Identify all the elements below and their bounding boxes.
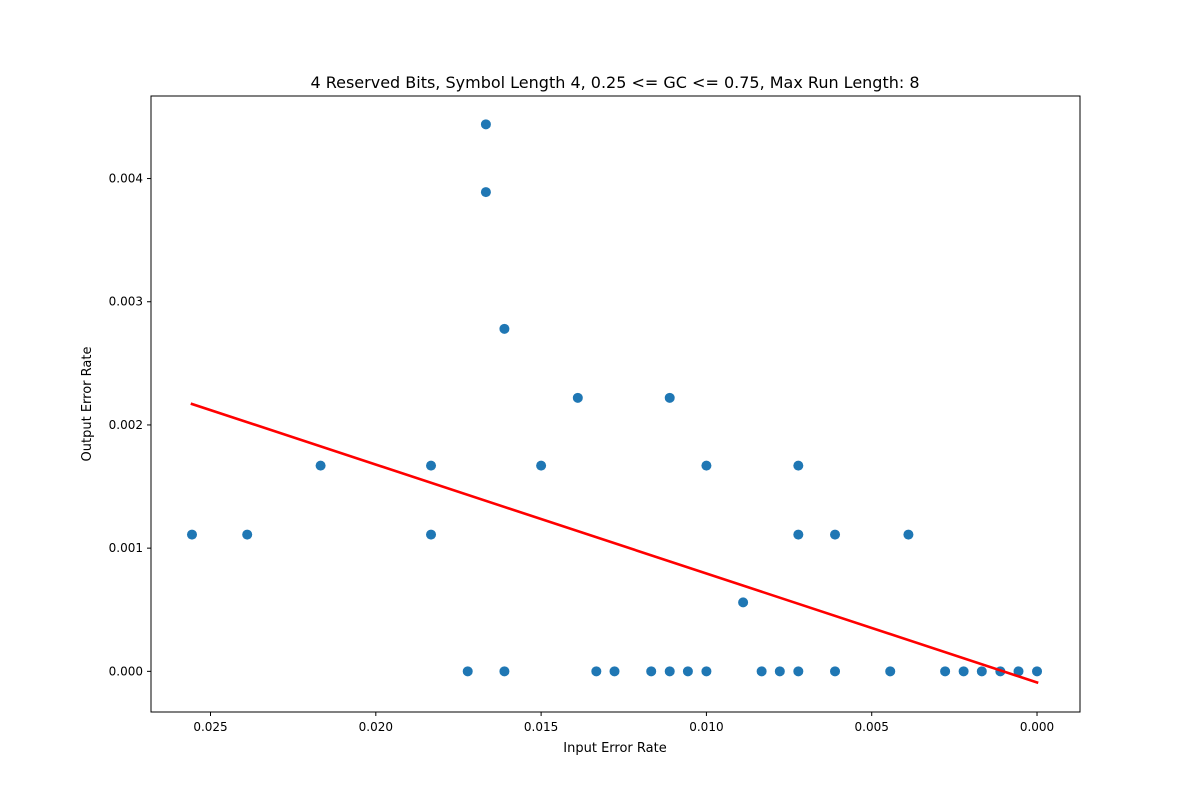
data-point (793, 529, 804, 540)
data-point (664, 392, 675, 403)
y-tick-label: 0.000 (109, 664, 143, 678)
data-point (609, 666, 620, 677)
trend-line (190, 402, 1039, 685)
data-point (958, 666, 969, 677)
y-tick-label: 0.002 (109, 418, 143, 432)
data-point (499, 666, 510, 677)
data-point (830, 529, 841, 540)
data-point (186, 529, 197, 540)
x-tick-label: 0.010 (689, 720, 723, 734)
data-point (774, 666, 785, 677)
data-point (480, 119, 491, 130)
data-point (499, 323, 510, 334)
chart-title: 4 Reserved Bits, Symbol Length 4, 0.25 <… (310, 73, 919, 92)
data-point (885, 666, 896, 677)
y-tick-label: 0.003 (109, 295, 143, 309)
data-point (242, 529, 253, 540)
data-point (756, 666, 767, 677)
data-point (903, 529, 914, 540)
data-point (793, 666, 804, 677)
data-point (682, 666, 693, 677)
data-point (664, 666, 675, 677)
data-point (462, 666, 473, 677)
x-tick-label: 0.005 (855, 720, 889, 734)
data-point (572, 392, 583, 403)
data-point (480, 187, 491, 198)
plot-area: 0.025 0.020 0.015 0.010 0.005 0.000 0.000 0.001… (109, 95, 1081, 734)
data-point (701, 666, 712, 677)
y-tick-label: 0.004 (109, 172, 143, 186)
data-point (426, 460, 437, 471)
data-point (426, 529, 437, 540)
data-point (738, 597, 749, 608)
data-point (536, 460, 547, 471)
data-point (1032, 666, 1043, 677)
x-tick-label: 0.025 (193, 720, 227, 734)
data-point (591, 666, 602, 677)
data-point (830, 666, 841, 677)
data-point (1013, 666, 1024, 677)
y-axis-label: Output Error Rate (80, 347, 95, 462)
x-tick-label: 0.020 (359, 720, 393, 734)
x-tick-label: 0.015 (524, 720, 558, 734)
data-point (940, 666, 951, 677)
data-point (315, 460, 326, 471)
data-point (646, 666, 657, 677)
plot-frame (150, 95, 1081, 713)
y-tick-label: 0.001 (109, 541, 143, 555)
data-point (701, 460, 712, 471)
plot-content (186, 119, 1043, 685)
x-tick-label: 0.000 (1020, 720, 1054, 734)
data-point (976, 666, 987, 677)
data-point (793, 460, 804, 471)
x-axis-label: Input Error Rate (563, 741, 666, 756)
